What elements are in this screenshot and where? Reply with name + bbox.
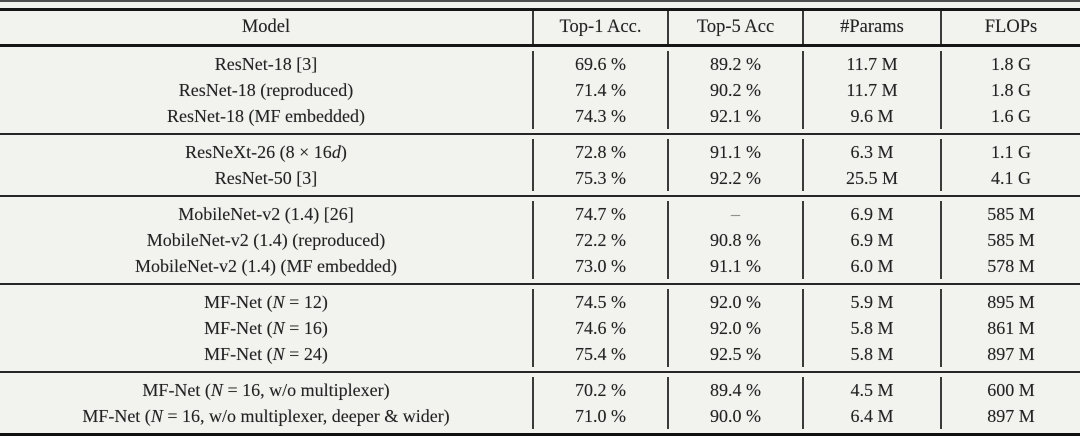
column-header-top1: Top-1 Acc. xyxy=(532,11,667,44)
table-top-rule-thin xyxy=(0,0,1080,2)
cell-top5: 92.2 % xyxy=(667,165,802,191)
cell-params: 5.8 M xyxy=(802,341,940,367)
cell-top1: 75.3 % xyxy=(532,165,667,191)
cell-model: ResNet-18 (MF embedded) xyxy=(167,106,365,126)
column-header-flops: FLOPs xyxy=(940,11,1080,44)
cell-flops: 585 M xyxy=(940,227,1080,253)
cell-top1: 75.4 % xyxy=(532,341,667,367)
cell-flops: 1.8 G xyxy=(940,51,1080,77)
cell-model: ResNet-18 [3] xyxy=(214,54,318,74)
cell-top1: 71.0 % xyxy=(532,403,667,429)
table-row: MF-Net (N = 12) 74.5 % 92.0 % 5.9 M 895 M xyxy=(0,289,1080,315)
cell-flops: 1.8 G xyxy=(940,77,1080,103)
cell-flops: 4.1 G xyxy=(940,165,1080,191)
cell-top5: – xyxy=(667,201,802,227)
cell-top1: 69.6 % xyxy=(532,51,667,77)
cell-params: 9.6 M xyxy=(802,103,940,129)
table-row: ResNet-18 [3] 69.6 % 89.2 % 11.7 M 1.8 G xyxy=(0,51,1080,77)
cell-top5: 92.5 % xyxy=(667,341,802,367)
cell-params: 6.4 M xyxy=(802,403,940,429)
cell-flops: 600 M xyxy=(940,377,1080,403)
cell-top1: 74.5 % xyxy=(532,289,667,315)
cell-model: ResNet-18 (reproduced) xyxy=(178,80,354,100)
cell-top1: 74.6 % xyxy=(532,315,667,341)
cell-top1: 73.0 % xyxy=(532,253,667,279)
cell-model: MF-Net (N = 16, w/o multiplexer) xyxy=(142,380,390,400)
table-row: ResNet-18 (MF embedded) 74.3 % 92.1 % 9.6 M… xyxy=(0,103,1080,129)
cell-top1: 70.2 % xyxy=(532,377,667,403)
cell-top5: 90.2 % xyxy=(667,77,802,103)
cell-top5: 92.0 % xyxy=(667,289,802,315)
cell-flops: 897 M xyxy=(940,341,1080,367)
cell-params: 6.9 M xyxy=(802,201,940,227)
cell-model: MF-Net (N = 16) xyxy=(204,318,328,338)
group-separator-rule xyxy=(0,371,1080,373)
header-separator-rule xyxy=(0,44,1080,47)
cell-top1: 74.7 % xyxy=(532,201,667,227)
cell-top1: 71.4 % xyxy=(532,77,667,103)
column-header-model: Model xyxy=(241,17,291,37)
table-row: MF-Net (N = 16) 74.6 % 92.0 % 5.8 M 861 M xyxy=(0,315,1080,341)
cell-top5: 90.8 % xyxy=(667,227,802,253)
table-top-rule-thick xyxy=(0,8,1080,11)
cell-top5: 90.0 % xyxy=(667,403,802,429)
cell-params: 25.5 M xyxy=(802,165,940,191)
cell-flops: 1.6 G xyxy=(940,103,1080,129)
table-row: MobileNet-v2 (1.4) [26] 74.7 % –6.9 M 585 M xyxy=(0,201,1080,227)
cell-params: 6.3 M xyxy=(802,139,940,165)
cell-top5: 91.1 % xyxy=(667,139,802,165)
table-body: ResNet-18 [3] 69.6 % 89.2 % 11.7 M 1.8 G ResN… xyxy=(0,47,1080,433)
cell-top5: 89.2 % xyxy=(667,51,802,77)
cell-flops: 897 M xyxy=(940,403,1080,429)
table-group: MF-Net (N = 12) 74.5 % 92.0 % 5.9 M 895 M MF-… xyxy=(0,285,1080,371)
cell-top1: 72.2 % xyxy=(532,227,667,253)
table-group: MobileNet-v2 (1.4) [26] 74.7 % –6.9 M 585 M… xyxy=(0,197,1080,283)
cell-model: ResNet-50 [3] xyxy=(214,168,318,188)
cell-top1: 72.8 % xyxy=(532,139,667,165)
cell-top5: 89.4 % xyxy=(667,377,802,403)
cell-flops: 578 M xyxy=(940,253,1080,279)
cell-top5: 92.1 % xyxy=(667,103,802,129)
cell-model: MF-Net (N = 12) xyxy=(204,292,328,312)
cell-model: ResNeXt-26 (8 × 16d) xyxy=(185,142,347,162)
cell-params: 5.8 M xyxy=(802,315,940,341)
cell-params: 6.0 M xyxy=(802,253,940,279)
column-header-params: #Params xyxy=(802,11,940,44)
cell-top5: 91.1 % xyxy=(667,253,802,279)
cell-model: MF-Net (N = 24) xyxy=(204,344,328,364)
cell-flops: 895 M xyxy=(940,289,1080,315)
group-separator-rule xyxy=(0,195,1080,197)
cell-model: MobileNet-v2 (1.4) (MF embedded) xyxy=(135,256,397,276)
group-separator-rule xyxy=(0,283,1080,285)
table-row: MobileNet-v2 (1.4) (MF embedded) 73.0 % 91… xyxy=(0,253,1080,279)
table-header-row: Model Top-1 Acc. Top-5 Acc #Params FLOPs xyxy=(0,11,1080,44)
table-row: MF-Net (N = 16, w/o multiplexer, deeper … xyxy=(0,403,1080,429)
cell-flops: 1.1 G xyxy=(940,139,1080,165)
column-header-top5: Top-5 Acc xyxy=(667,11,802,44)
cell-top1: 74.3 % xyxy=(532,103,667,129)
table-row: ResNet-50 [3] 75.3 % 92.2 % 25.5 M 4.1 G xyxy=(0,165,1080,191)
cell-model: MobileNet-v2 (1.4) (reproduced) xyxy=(146,230,386,250)
cell-model: MobileNet-v2 (1.4) [26] xyxy=(178,204,354,224)
table-row: ResNeXt-26 (8 × 16d) 72.8 % 91.1 % 6.3 M 1.1… xyxy=(0,139,1080,165)
cell-flops: 585 M xyxy=(940,201,1080,227)
group-separator-rule xyxy=(0,133,1080,135)
table-row: MobileNet-v2 (1.4) (reproduced) 72.2 % 90.… xyxy=(0,227,1080,253)
cell-params: 4.5 M xyxy=(802,377,940,403)
table-bottom-rule xyxy=(0,433,1080,436)
cell-params: 6.9 M xyxy=(802,227,940,253)
table-row: ResNet-18 (reproduced) 71.4 % 90.2 % 11.7 M… xyxy=(0,77,1080,103)
table-group: MF-Net (N = 16, w/o multiplexer) 70.2 % 89… xyxy=(0,373,1080,433)
cell-params: 11.7 M xyxy=(802,77,940,103)
cell-model: MF-Net (N = 16, w/o multiplexer, deeper … xyxy=(82,406,450,426)
table-row: MF-Net (N = 24) 75.4 % 92.5 % 5.8 M 897 M xyxy=(0,341,1080,367)
cell-flops: 861 M xyxy=(940,315,1080,341)
table-group: ResNeXt-26 (8 × 16d) 72.8 % 91.1 % 6.3 M 1.1… xyxy=(0,135,1080,195)
cell-params: 5.9 M xyxy=(802,289,940,315)
cell-top5: 92.0 % xyxy=(667,315,802,341)
table-group: ResNet-18 [3] 69.6 % 89.2 % 11.7 M 1.8 G ResN… xyxy=(0,47,1080,133)
table-row: MF-Net (N = 16, w/o multiplexer) 70.2 % 89… xyxy=(0,377,1080,403)
cell-params: 11.7 M xyxy=(802,51,940,77)
